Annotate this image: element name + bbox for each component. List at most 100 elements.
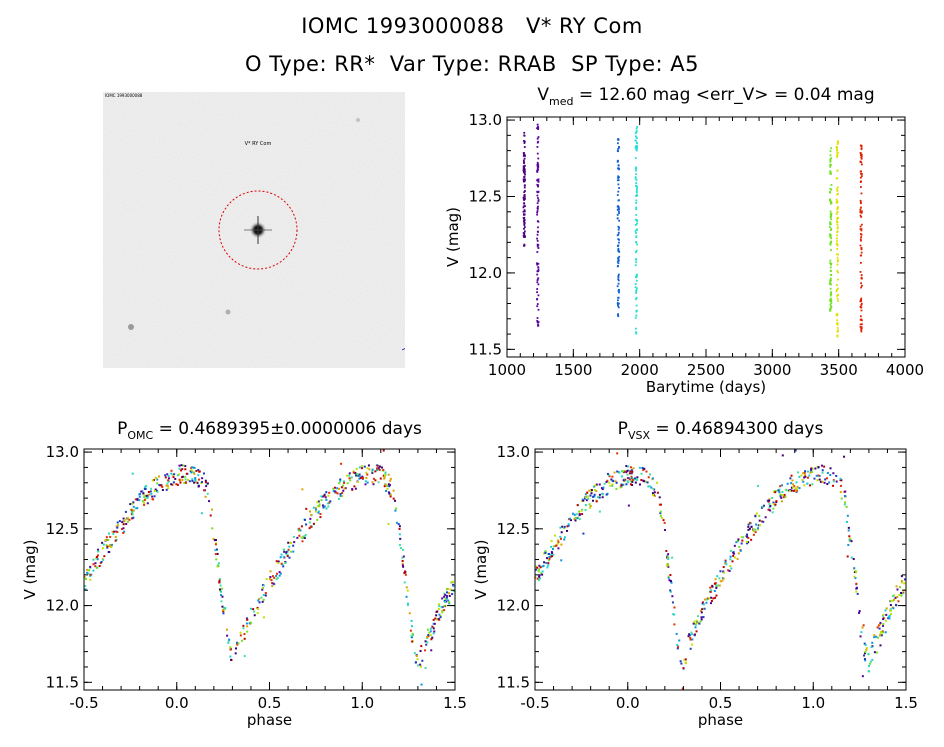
data-point (635, 289, 638, 292)
data-point (523, 194, 526, 196)
data-point (410, 636, 413, 639)
data-point (830, 173, 832, 175)
data-point (258, 601, 261, 604)
data-point (617, 205, 619, 208)
data-point (836, 141, 839, 144)
data-point (667, 575, 670, 578)
data-point (618, 146, 621, 149)
data-point (268, 578, 271, 581)
data-point (536, 321, 539, 324)
data-point (397, 523, 400, 526)
data-point (578, 518, 581, 521)
data-point (832, 480, 835, 483)
data-point (327, 505, 330, 508)
data-point (830, 249, 832, 252)
data-point (648, 485, 651, 488)
data-point (309, 525, 312, 528)
data-point (835, 290, 838, 293)
data-point (206, 492, 209, 495)
data-point (433, 622, 436, 625)
data-point (713, 582, 716, 585)
data-point (543, 561, 546, 564)
data-point (829, 234, 831, 237)
data-point (795, 489, 798, 492)
data-point (617, 276, 620, 279)
data-point (103, 555, 106, 558)
data-point (801, 478, 804, 481)
data-point (130, 508, 133, 511)
data-point (860, 274, 863, 276)
data-point (537, 166, 540, 169)
data-point (762, 520, 765, 523)
data-point (308, 521, 311, 524)
data-point (647, 485, 650, 488)
data-point (795, 481, 798, 484)
data-point (438, 613, 441, 616)
data-point (439, 615, 442, 618)
data-point (701, 608, 704, 611)
data-point (327, 502, 330, 505)
data-point (595, 483, 598, 486)
data-point (677, 645, 680, 648)
data-point (366, 467, 369, 470)
data-point (855, 586, 858, 589)
data-point (783, 493, 786, 496)
data-point (536, 170, 538, 172)
data-point (538, 575, 541, 578)
data-point (859, 635, 862, 638)
data-point (748, 521, 751, 524)
data-point (790, 482, 793, 485)
data-point (547, 559, 550, 562)
data-point (223, 608, 226, 611)
data-point (323, 493, 326, 496)
data-point (234, 647, 237, 650)
data-point (380, 466, 383, 469)
data-point (190, 466, 193, 469)
data-point (542, 552, 545, 555)
data-point (775, 500, 778, 503)
data-point (695, 619, 698, 622)
data-point (283, 550, 286, 553)
data-point (536, 168, 539, 171)
data-point (586, 491, 589, 494)
data-point (618, 238, 620, 241)
data-point (876, 626, 879, 629)
data-point (537, 294, 540, 297)
data-point (338, 482, 341, 485)
data-point (840, 497, 843, 500)
data-point (888, 614, 891, 617)
data-point (327, 494, 330, 497)
data-point (537, 163, 539, 165)
data-point (716, 575, 719, 578)
data-point (837, 259, 839, 261)
data-point (161, 488, 164, 491)
data-point (285, 552, 288, 555)
data-point (810, 469, 813, 472)
data-point (375, 469, 378, 472)
data-point (242, 627, 245, 630)
data-point (300, 525, 303, 528)
data-point (353, 485, 356, 488)
data-point (735, 541, 738, 544)
data-point (537, 283, 540, 286)
data-point (635, 218, 637, 221)
data-point (671, 595, 674, 598)
data-point (618, 210, 620, 213)
data-point (219, 589, 222, 592)
data-point (438, 605, 441, 608)
data-point (523, 210, 526, 213)
data-point (636, 186, 638, 189)
data-point (132, 501, 135, 504)
data-point (634, 230, 637, 232)
data-point (419, 663, 422, 666)
data-point (889, 609, 892, 612)
data-point (617, 138, 620, 141)
data-point (367, 464, 370, 467)
data-point (779, 495, 782, 498)
data-point (719, 580, 722, 583)
data-point (540, 572, 543, 575)
data-point (596, 496, 599, 499)
phase-omc-panel: POMC = 0.4689395±0.0000006 days-0.5 0.0 0.… (21, 419, 467, 729)
data-point (320, 495, 323, 498)
data-point (879, 621, 882, 624)
